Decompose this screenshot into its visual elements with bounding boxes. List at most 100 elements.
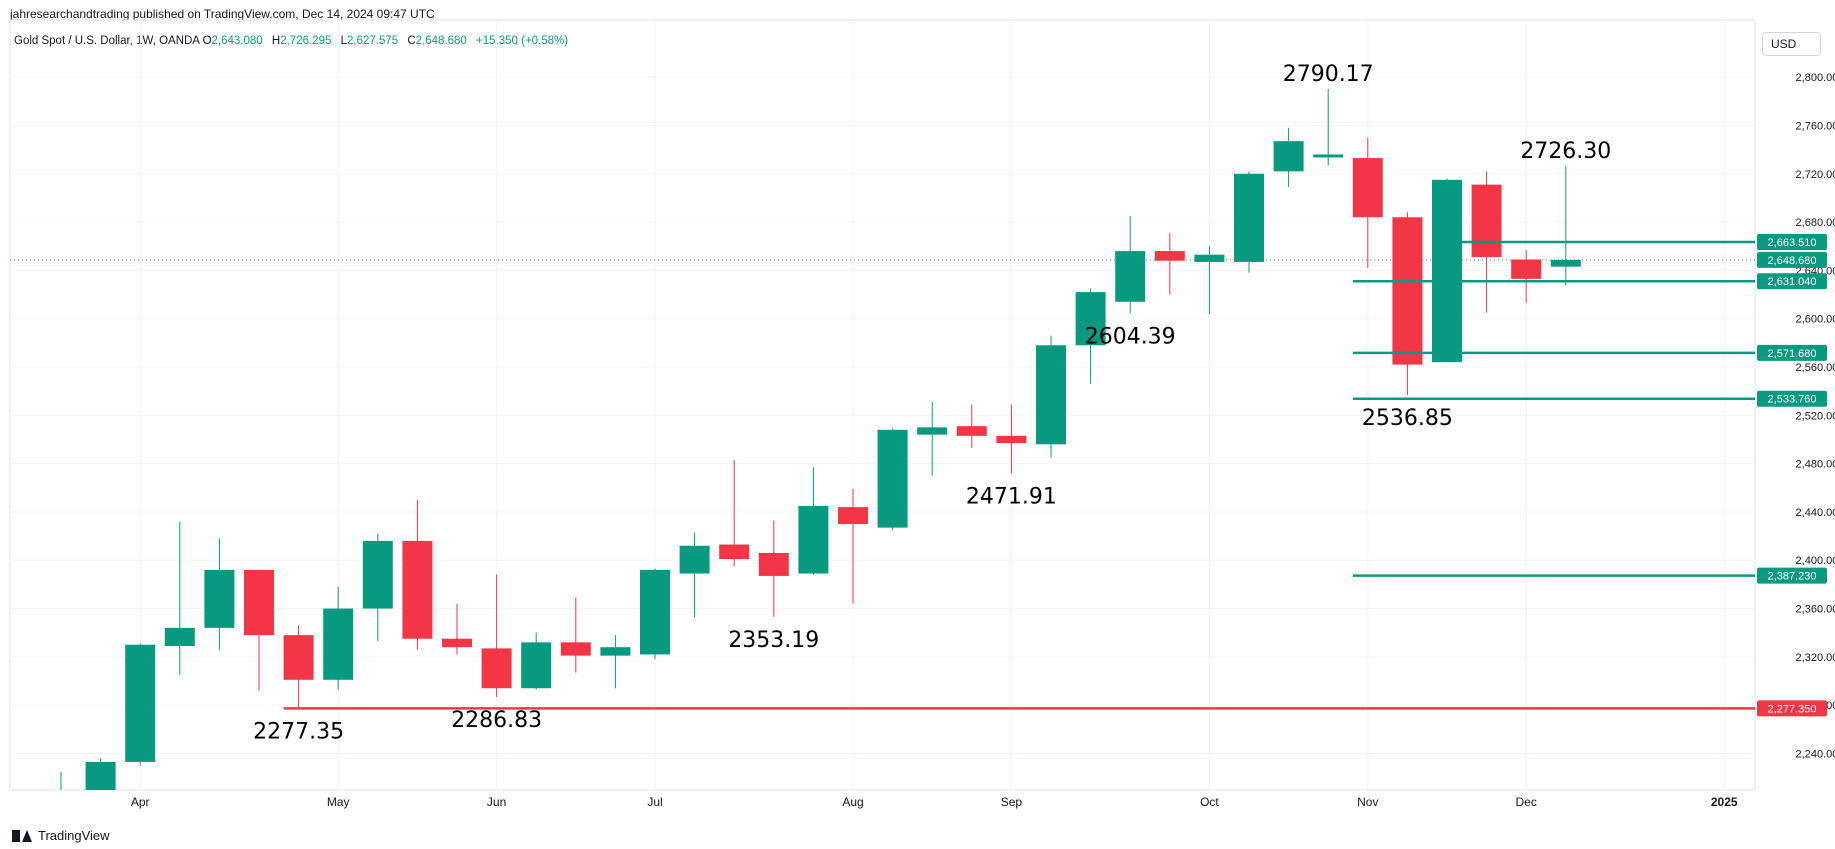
- tradingview-footer[interactable]: TradingView: [12, 828, 110, 843]
- candle-body[interactable]: [679, 545, 710, 574]
- level-price-label: 2,533.760: [1768, 394, 1817, 406]
- level-price-label: 2,571.680: [1768, 348, 1817, 360]
- candle-body[interactable]: [1036, 345, 1066, 445]
- open-key: O: [202, 35, 212, 47]
- x-tick-label: Jul: [647, 795, 662, 809]
- close-value: 2,648.680: [415, 35, 467, 47]
- y-tick-label: 2,320.000: [1796, 652, 1835, 664]
- x-tick-label: Oct: [1200, 795, 1219, 809]
- x-tick-label: Jun: [487, 795, 506, 809]
- level-price-label: 2,387.230: [1768, 571, 1817, 583]
- price-annotation: 2536.85: [1362, 406, 1453, 431]
- price-annotation: 2604.39: [1085, 324, 1176, 349]
- level-price-label: 2,663.510: [1768, 237, 1817, 249]
- open-value: 2,643.080: [211, 35, 263, 47]
- y-tick-label: 2,240.000: [1796, 748, 1835, 760]
- price-annotation: 2471.91: [966, 484, 1057, 509]
- y-tick-label: 2,360.000: [1796, 604, 1835, 616]
- x-tick-label: May: [327, 795, 350, 809]
- level-price-tag: [1757, 273, 1827, 290]
- candle-body[interactable]: [521, 642, 552, 689]
- candle-body[interactable]: [402, 540, 433, 639]
- y-tick-label: 2,680.000: [1796, 217, 1835, 229]
- y-tick-label: 2,800.000: [1796, 72, 1835, 84]
- candle-body[interactable]: [204, 569, 235, 628]
- low-key: L: [340, 35, 347, 47]
- candle-body[interactable]: [719, 544, 750, 560]
- candle-body[interactable]: [1471, 184, 1502, 258]
- publisher-line: jahresearchandtrading published on Tradi…: [10, 7, 435, 21]
- candle-body[interactable]: [956, 426, 987, 436]
- low-value: 2,627.575: [346, 35, 399, 47]
- last-price-tag: [1757, 251, 1827, 268]
- level-price-tag: [1757, 700, 1827, 717]
- candle-body[interactable]: [1352, 158, 1383, 218]
- y-tick-label: 2,560.000: [1796, 362, 1835, 374]
- candle-body[interactable]: [244, 569, 274, 636]
- y-tick-label: 2,440.000: [1796, 507, 1835, 519]
- change-value: +15.350 (+0.58%): [476, 35, 569, 47]
- x-tick-label: Sep: [1001, 795, 1023, 809]
- candle-body[interactable]: [560, 642, 591, 656]
- candle-body[interactable]: [1511, 259, 1542, 279]
- candle-body[interactable]: [362, 540, 393, 609]
- symbol-title[interactable]: Gold Spot / U.S. Dollar, 1W, OANDA: [14, 35, 200, 47]
- candle-body[interactable]: [1550, 259, 1581, 267]
- candle-body[interactable]: [1273, 141, 1304, 172]
- price-annotation: 2726.30: [1520, 139, 1611, 164]
- price-annotation: 2277.35: [253, 719, 344, 744]
- candle-body[interactable]: [996, 435, 1027, 444]
- candle-body[interactable]: [1115, 251, 1146, 302]
- candle-body[interactable]: [1075, 292, 1106, 346]
- candle-body[interactable]: [442, 638, 472, 648]
- footer-brand: TradingView: [38, 828, 110, 843]
- candle-body[interactable]: [85, 761, 116, 832]
- y-tick-label: 2,760.000: [1796, 120, 1835, 132]
- x-tick-label: Dec: [1516, 795, 1537, 809]
- candle-body[interactable]: [1234, 173, 1264, 262]
- candle-body[interactable]: [1194, 254, 1225, 262]
- y-tick-label: 2,520.000: [1796, 410, 1835, 422]
- candle-body[interactable]: [798, 505, 829, 574]
- candle-body[interactable]: [1154, 251, 1185, 261]
- level-price-tag: [1757, 390, 1827, 407]
- candle-body[interactable]: [877, 429, 908, 528]
- level-price-tag: [1757, 344, 1827, 361]
- candle-body[interactable]: [46, 844, 76, 849]
- close-key: C: [407, 35, 416, 47]
- x-tick-label: Apr: [131, 795, 150, 809]
- plot-frame: [9, 19, 1756, 791]
- x-tick-label: 2025: [1711, 795, 1738, 809]
- y-tick-label: 2,400.000: [1796, 555, 1835, 567]
- candle-body[interactable]: [640, 569, 670, 655]
- x-tick-label: Aug: [842, 795, 863, 809]
- candle-body[interactable]: [1392, 217, 1423, 365]
- candle-body[interactable]: [1313, 154, 1344, 158]
- candle-body[interactable]: [600, 647, 631, 656]
- level-price-label: 2,631.040: [1768, 276, 1817, 288]
- x-tick-label: Nov: [1357, 795, 1378, 809]
- price-annotation: 2353.19: [728, 628, 819, 653]
- candle-body[interactable]: [323, 608, 354, 680]
- y-tick-label: 2,480.000: [1796, 459, 1835, 471]
- high-key: H: [271, 35, 281, 47]
- currency-button[interactable]: USD: [1762, 32, 1821, 56]
- candle-body[interactable]: [1432, 179, 1462, 363]
- candle-body[interactable]: [481, 648, 512, 689]
- high-value: 2,726.295: [280, 35, 332, 47]
- candle-body[interactable]: [917, 427, 948, 435]
- y-tick-label: 2,600.000: [1796, 314, 1835, 326]
- candle-body[interactable]: [283, 635, 314, 680]
- price-annotation: 2286.83: [451, 708, 542, 733]
- last-price-label: 2,648.680: [1768, 255, 1817, 267]
- symbol-legend: Gold Spot / U.S. Dollar, 1W, OANDA O2,64…: [14, 35, 574, 47]
- level-price-tag: [1757, 233, 1827, 250]
- candle-body[interactable]: [758, 552, 789, 576]
- candle-body[interactable]: [125, 644, 156, 762]
- level-price-label: 2,277.350: [1768, 703, 1817, 715]
- candle-body[interactable]: [164, 627, 195, 646]
- tradingview-logo-icon: [12, 829, 32, 842]
- price-annotation: 2790.17: [1283, 62, 1374, 87]
- candle-body[interactable]: [838, 507, 868, 524]
